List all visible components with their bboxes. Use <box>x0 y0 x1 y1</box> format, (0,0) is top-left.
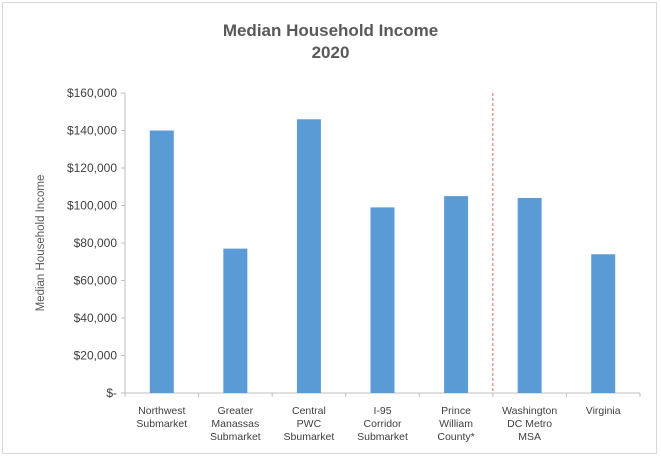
chart-frame <box>2 2 657 454</box>
y-tick-label: $80,000 <box>74 236 118 250</box>
y-tick-label: $140,000 <box>67 124 117 138</box>
chart-title: Median Household Income 2020 <box>0 20 661 64</box>
bar <box>296 119 321 393</box>
chart-subtitle-text: 2020 <box>311 43 350 62</box>
x-tick-label: Northwest Submarket <box>136 405 188 430</box>
y-tick-label: $40,000 <box>74 311 118 325</box>
y-tick-label: $120,000 <box>67 161 117 175</box>
y-tick-label: $60,000 <box>74 274 118 288</box>
bar <box>444 196 469 393</box>
x-tick-label: I-95 Corridor Submarket <box>357 405 408 443</box>
x-tick-label: Greater Manassas Submarket <box>209 405 261 443</box>
y-tick-label: $160,000 <box>67 86 117 100</box>
x-tick-label: Virginia <box>585 405 621 417</box>
bar <box>517 198 542 393</box>
x-tick-label: Central PWC Sbumarket <box>283 405 335 443</box>
bar <box>149 130 174 393</box>
x-tick-label: Prince William County* <box>437 405 475 443</box>
chart-title-text: Median Household Income <box>222 21 439 40</box>
y-tick-label: $20,000 <box>74 349 118 363</box>
y-axis-title: Median Household Income <box>35 175 47 312</box>
y-tick-label: $- <box>106 386 117 400</box>
y-tick-label: $100,000 <box>67 199 117 213</box>
bar <box>591 254 616 393</box>
x-tick-label: Washington DC Metro MSA <box>502 405 558 443</box>
bar <box>370 207 395 393</box>
bar <box>223 248 248 393</box>
